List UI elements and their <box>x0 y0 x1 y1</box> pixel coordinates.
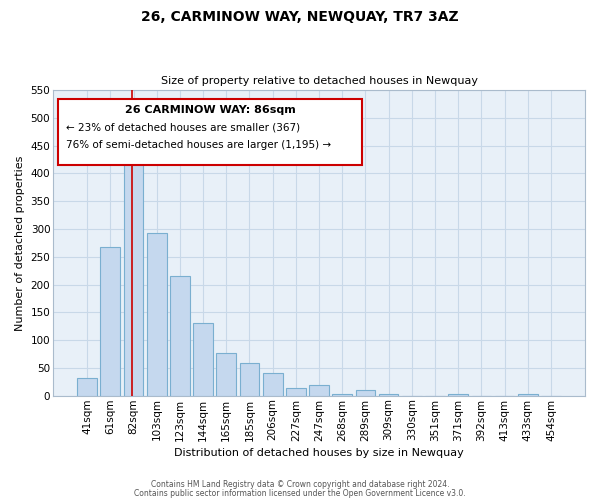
Bar <box>239 363 259 396</box>
Bar <box>356 390 375 396</box>
Y-axis label: Number of detached properties: Number of detached properties <box>15 155 25 330</box>
Bar <box>77 378 97 396</box>
Bar <box>448 394 468 396</box>
Text: 26, CARMINOW WAY, NEWQUAY, TR7 3AZ: 26, CARMINOW WAY, NEWQUAY, TR7 3AZ <box>141 10 459 24</box>
Bar <box>147 234 167 396</box>
Text: 76% of semi-detached houses are larger (1,195) →: 76% of semi-detached houses are larger (… <box>67 140 332 150</box>
Bar <box>193 324 213 396</box>
Bar <box>379 394 398 396</box>
Bar <box>217 354 236 396</box>
Bar <box>332 394 352 396</box>
X-axis label: Distribution of detached houses by size in Newquay: Distribution of detached houses by size … <box>174 448 464 458</box>
FancyBboxPatch shape <box>58 99 362 165</box>
Bar <box>286 388 306 396</box>
Text: Contains HM Land Registry data © Crown copyright and database right 2024.: Contains HM Land Registry data © Crown c… <box>151 480 449 489</box>
Bar <box>309 384 329 396</box>
Text: ← 23% of detached houses are smaller (367): ← 23% of detached houses are smaller (36… <box>67 122 301 132</box>
Bar <box>263 374 283 396</box>
Text: 26 CARMINOW WAY: 86sqm: 26 CARMINOW WAY: 86sqm <box>125 104 295 115</box>
Bar <box>100 248 120 396</box>
Text: Contains public sector information licensed under the Open Government Licence v3: Contains public sector information licen… <box>134 488 466 498</box>
Title: Size of property relative to detached houses in Newquay: Size of property relative to detached ho… <box>161 76 478 86</box>
Bar <box>518 394 538 396</box>
Bar <box>170 276 190 396</box>
Bar <box>124 158 143 396</box>
